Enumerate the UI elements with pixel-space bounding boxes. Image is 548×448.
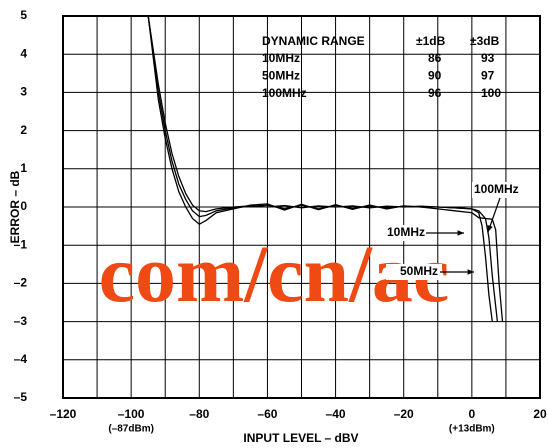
- table-cell: 93: [481, 51, 495, 65]
- annotation-bg: [386, 264, 442, 280]
- table-cell: 97: [481, 69, 495, 83]
- x-tick-label: –80: [189, 407, 209, 421]
- y-tick-label: –2: [14, 276, 28, 290]
- x-tick-sublabel: (+13dBm): [449, 424, 495, 435]
- x-tick-label: –20: [394, 407, 414, 421]
- x-axis-label: INPUT LEVEL – dBV: [243, 431, 358, 445]
- y-axis-label: ERROR – dB: [8, 170, 22, 243]
- table-cell: 86: [428, 51, 442, 65]
- y-tick-label: 3: [20, 85, 27, 99]
- annotation-bg: [472, 182, 528, 198]
- x-tick-label: 0: [469, 407, 476, 421]
- arrow-head: [467, 269, 474, 275]
- annotation-bg: [373, 225, 429, 241]
- y-tick-label: 1: [20, 161, 27, 175]
- y-tick-label: 0: [20, 199, 27, 213]
- y-tick-label: –5: [14, 390, 28, 404]
- x-tick-sublabel: (–87dBm): [108, 424, 154, 435]
- table-header: ±1dB: [416, 34, 446, 48]
- y-tick-label: –3: [14, 314, 28, 328]
- table-cell: 50MHz: [262, 69, 300, 83]
- y-tick-label: 2: [20, 123, 27, 137]
- table-cell: 100MHz: [262, 86, 307, 100]
- series-line: [147, 15, 504, 322]
- x-tick-label: –60: [257, 407, 277, 421]
- annotation: 100MHz: [474, 182, 519, 196]
- x-tick-label: 20: [533, 407, 547, 421]
- series-line: [147, 15, 499, 322]
- table-header: DYNAMIC RANGE: [262, 34, 365, 48]
- x-tick-label: –120: [50, 407, 77, 421]
- x-tick-label: –40: [326, 407, 346, 421]
- table-cell: 90: [428, 69, 442, 83]
- table-cell: 100: [481, 86, 501, 100]
- table-header: ±3dB: [470, 34, 500, 48]
- annotation: 10MHz: [387, 225, 425, 239]
- range-table: DYNAMIC RANGE ±1dB ±3dB 10MHz 86 93 50MHz 90 97 1…: [262, 34, 501, 100]
- arrow-head: [457, 230, 464, 236]
- table-cell: 10MHz: [262, 51, 300, 65]
- y-tick-label: 4: [20, 46, 27, 60]
- y-tick-label: –4: [14, 352, 28, 366]
- x-tick-label: –100: [118, 407, 145, 421]
- y-tick-label: 5: [20, 8, 27, 22]
- arrow-head: [487, 225, 493, 232]
- table-cell: 96: [428, 86, 442, 100]
- plot-frame: [62, 15, 541, 399]
- annotation: 50MHz: [400, 264, 438, 278]
- y-tick-label: –1: [14, 237, 28, 251]
